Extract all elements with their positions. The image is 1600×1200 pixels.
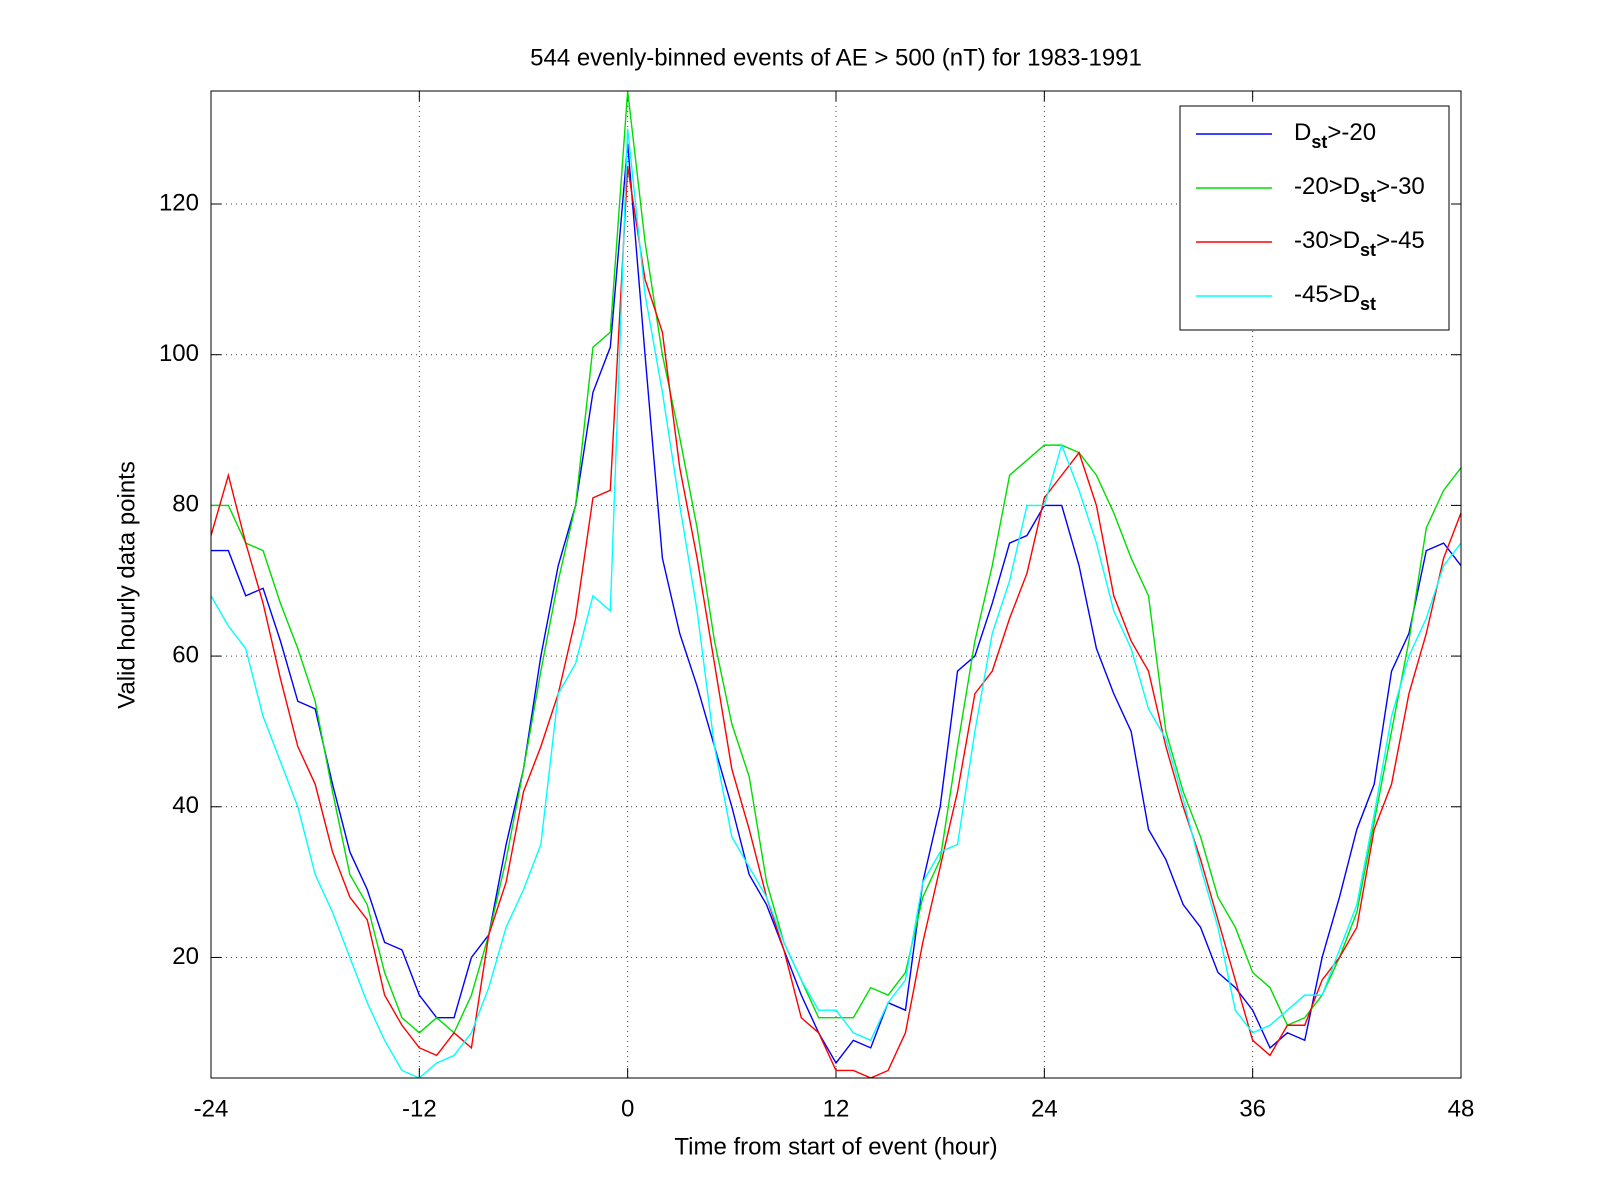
plot-lines <box>211 91 1461 1078</box>
y-tick-label: 20 <box>172 943 199 970</box>
y-tick-label: 80 <box>172 491 199 518</box>
y-tick-label: 120 <box>159 189 199 216</box>
series-line <box>211 128 1461 1078</box>
y-axis-label: Valid hourly data points <box>113 461 140 709</box>
x-tick-label: 36 <box>1239 1095 1266 1122</box>
series-line <box>211 166 1461 1078</box>
y-tick-label: 40 <box>172 792 199 819</box>
x-tick-label: 12 <box>823 1095 850 1122</box>
x-tick-label: 48 <box>1448 1095 1475 1122</box>
legend-label: Dst>-20 <box>1294 119 1376 151</box>
x-axis-label: Time from start of event (hour) <box>674 1133 997 1160</box>
series-line <box>211 91 1461 1034</box>
plot-frame <box>210 90 1462 1079</box>
legend-label: -30>Dst>-45 <box>1294 227 1425 259</box>
series-line <box>211 143 1461 1065</box>
legend-label: -45>Dst <box>1294 281 1376 313</box>
y-tick-label: 60 <box>172 641 199 668</box>
y-tick-label: 100 <box>159 340 199 367</box>
x-tick-label: -12 <box>402 1095 437 1122</box>
legend-box <box>1179 105 1450 331</box>
x-tick-label: 24 <box>1031 1095 1058 1122</box>
x-tick-label: 0 <box>621 1095 634 1122</box>
legend-label: -20>Dst>-30 <box>1294 173 1425 205</box>
x-tick-label: -24 <box>194 1095 229 1122</box>
chart-title: 544 evenly-binned events of AE > 500 (nT… <box>530 44 1142 71</box>
